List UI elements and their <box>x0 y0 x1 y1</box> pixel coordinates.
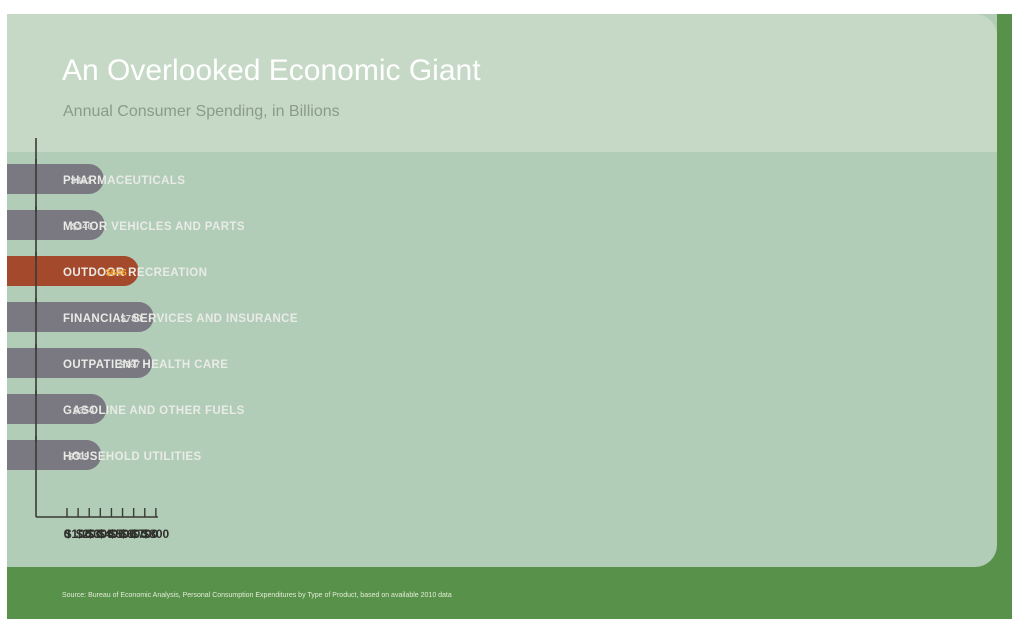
bar-category-label: OUTPATIENT HEALTH CARE <box>63 359 228 371</box>
chart-title: An Overlooked Economic Giant <box>62 54 481 87</box>
bar-value-label: $340 <box>72 222 93 233</box>
x-tick-label: $300 <box>87 527 114 541</box>
bar-category-label: GASOLINE AND OTHER FUELS <box>63 405 245 417</box>
x-tick-label: $600 <box>120 527 147 541</box>
bar <box>7 210 105 240</box>
bar <box>7 440 102 470</box>
x-tick-label: 0 <box>64 527 71 541</box>
bar <box>7 256 139 286</box>
bar-category-label: FINANCIAL SERVICES AND INSURANCE <box>63 313 298 325</box>
bar-value-label: $331 <box>71 176 93 187</box>
x-tick-label: $200 <box>76 527 103 541</box>
x-tick-label: $100 <box>65 527 92 541</box>
bar-category-label: PHARMACEUTICALS <box>63 175 185 187</box>
header-band <box>7 14 997 152</box>
bar-category-label: OUTDOOR RECREATION <box>63 267 207 279</box>
bar-value-label: $309 <box>68 452 89 463</box>
bar-value-label: $767 <box>119 360 140 371</box>
bar-value-label: $646 <box>106 268 127 279</box>
bar <box>7 394 107 424</box>
x-tick-label: $500 <box>109 527 136 541</box>
bar <box>7 348 153 378</box>
source-note: Source: Bureau of Economic Analysis, Per… <box>62 592 452 599</box>
bar <box>7 164 104 194</box>
bar-category-label: MOTOR VEHICLES AND PARTS <box>63 221 245 233</box>
x-tick-label: $800 <box>143 527 170 541</box>
bar-category-label: HOUSEHOLD UTILITIES <box>63 451 202 463</box>
bar <box>7 302 154 332</box>
chart-card: An Overlooked Economic Giant Annual Cons… <box>7 14 1012 619</box>
x-tick-label: $700 <box>131 527 158 541</box>
bar-value-label: $354 <box>73 406 95 417</box>
chart-subtitle: Annual Consumer Spending, in Billions <box>63 103 340 120</box>
bar-value-label: $780 <box>121 314 142 325</box>
x-tick-label: $400 <box>98 527 125 541</box>
